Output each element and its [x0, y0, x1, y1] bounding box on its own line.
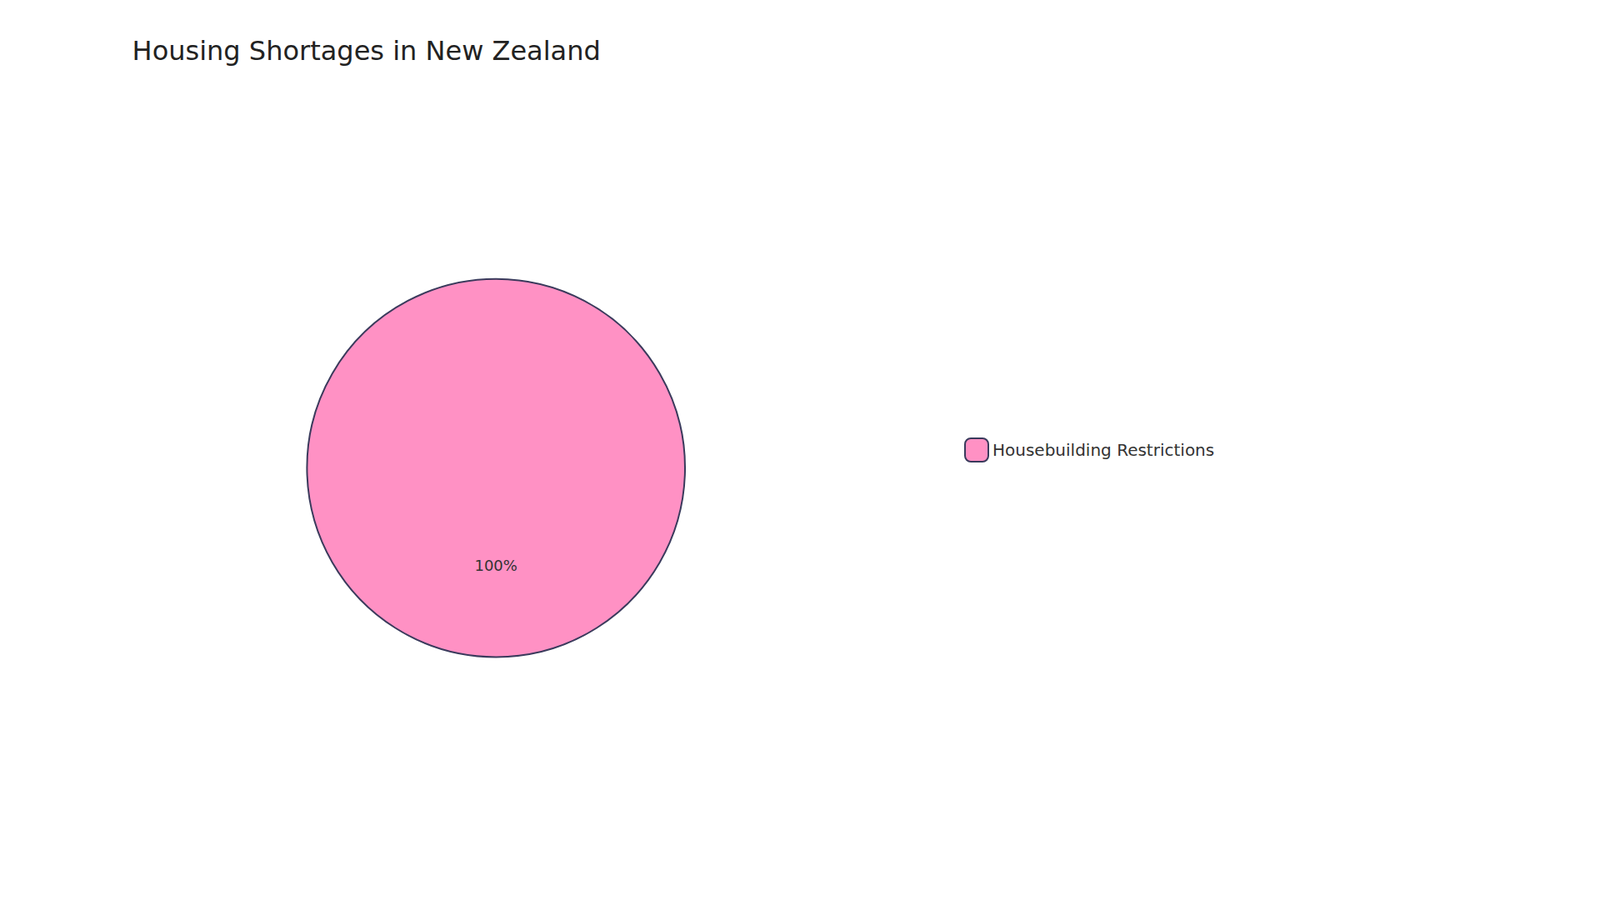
svg-text:Housebuilding Restrictions: Housebuilding Restrictions	[992, 440, 1215, 460]
svg-text:100%: 100%	[474, 556, 517, 575]
svg-text:Housing Shortages in New Zeala: Housing Shortages in New Zealand	[132, 35, 601, 67]
